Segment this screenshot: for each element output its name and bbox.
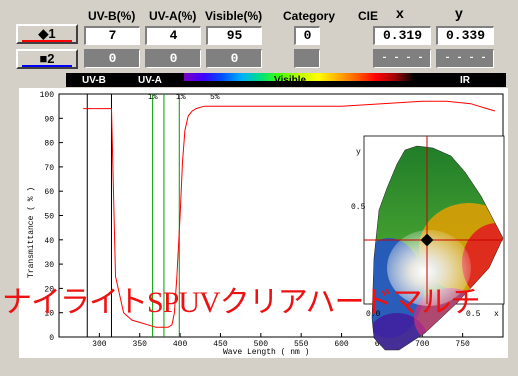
sample-1-visible-value: 95 [206, 26, 262, 45]
uva-header: UV-A(%) [149, 9, 197, 23]
sample-1-label: ◆1 [38, 26, 56, 41]
sample-2-uvb-value: 0 [84, 49, 140, 68]
x-axis: 300350400450500550600650700750 [92, 333, 470, 349]
sample-2-uva-value: 0 [145, 49, 201, 68]
x-tick-label: 450 [213, 340, 228, 349]
transmittance-series-line [83, 100, 496, 328]
x-tick-label: 550 [294, 340, 309, 349]
sample-2-cie-x-value: - - - - [373, 49, 431, 68]
cie-inset: 0.5 y 0.0 0.5 x [351, 135, 505, 351]
cie-y-header: y [455, 5, 463, 21]
sample-1-cie-y-value: 0.339 [436, 26, 494, 45]
y-tick-label: 20 [44, 285, 54, 294]
cie-header: CIE [358, 9, 379, 23]
sample-1-uva-value: 4 [145, 26, 201, 45]
sample-1-button[interactable]: ◆1 [16, 24, 78, 44]
x-axis-title: Wave Length ( nm ) [223, 348, 309, 357]
sample-2-label: ■2 [39, 51, 55, 66]
y-tick-label: 70 [44, 164, 54, 173]
sample-1-cie-x-value: 0.319 [373, 26, 431, 45]
y-tick-label: 80 [44, 140, 54, 149]
y-tick-label: 40 [44, 237, 54, 246]
cie-y-label: 0.5 [351, 203, 366, 212]
series-group [83, 100, 496, 328]
category-header: Category [283, 9, 336, 23]
cie-x-origin: 0.0 [366, 310, 381, 319]
y-axis: 0 10 20 30 40 50 60 70 80 90 100 [40, 91, 63, 343]
spectrum-visible-label: Visible [274, 75, 307, 86]
y-tick-label: 0 [49, 334, 54, 343]
spectrum-bar: UV-B UV-A Visible IR [66, 73, 506, 87]
y-tick-label: 100 [40, 91, 55, 100]
reference-lines [86, 94, 180, 337]
uvb-header: UV-B(%) [88, 9, 136, 23]
sample-2-button[interactable]: ■2 [16, 49, 78, 69]
sample-2-color-bar [22, 65, 72, 67]
visible-header: Visible(%) [205, 9, 263, 23]
cie-x-axis-name: x [494, 310, 499, 319]
cie-y-axis-name: y [356, 148, 361, 157]
cie-x-header: x [396, 5, 404, 21]
spectrum-uva-label: UV-A [138, 75, 162, 86]
spectrum-gradient [184, 73, 414, 81]
marker-5pct: 5% [210, 93, 220, 102]
x-tick-label: 500 [254, 340, 269, 349]
x-tick-label: 400 [173, 340, 188, 349]
product-title-overlay: ナイライトSPUVクリアハードマルチ [2, 286, 480, 319]
x-tick-label: 600 [334, 340, 349, 349]
chart-svg: 0 10 20 30 40 50 60 70 80 90 100 300 350 400 450 500 55… [27, 91, 505, 357]
sample-2-cie-y-value: - - - - [436, 49, 494, 68]
y-tick-label: 60 [44, 188, 54, 197]
y-tick-label: 50 [44, 213, 54, 222]
y-tick-label: 10 [44, 310, 54, 319]
y-axis-title: Transmittance ( % ) [27, 187, 36, 278]
marker-1pct-a: 1% [148, 93, 158, 102]
y-tick-label: 30 [44, 261, 54, 270]
x-tick-label: 700 [415, 340, 430, 349]
cie-sample-point [420, 233, 434, 247]
x-tick-label: 750 [455, 340, 470, 349]
transmittance-chart: 0 10 20 30 40 50 60 70 80 90 100 300 350 400 450 500 55… [19, 88, 508, 358]
sample-2-category-value [294, 49, 320, 68]
spectrum-uvb-label: UV-B [82, 75, 106, 86]
sample-1-category-value: 0 [294, 26, 320, 45]
sample-2-visible-value: 0 [206, 49, 262, 68]
marker-1pct-b: 1% [176, 93, 186, 102]
x-tick-label: 300 [92, 340, 107, 349]
x-tick-label: 350 [133, 340, 148, 349]
cie-x-half: 0.5 [466, 310, 481, 319]
sample-1-color-bar [22, 40, 72, 42]
spectrum-ir-label: IR [460, 75, 470, 86]
sample-1-uvb-value: 7 [84, 26, 140, 45]
y-tick-label: 90 [44, 115, 54, 124]
